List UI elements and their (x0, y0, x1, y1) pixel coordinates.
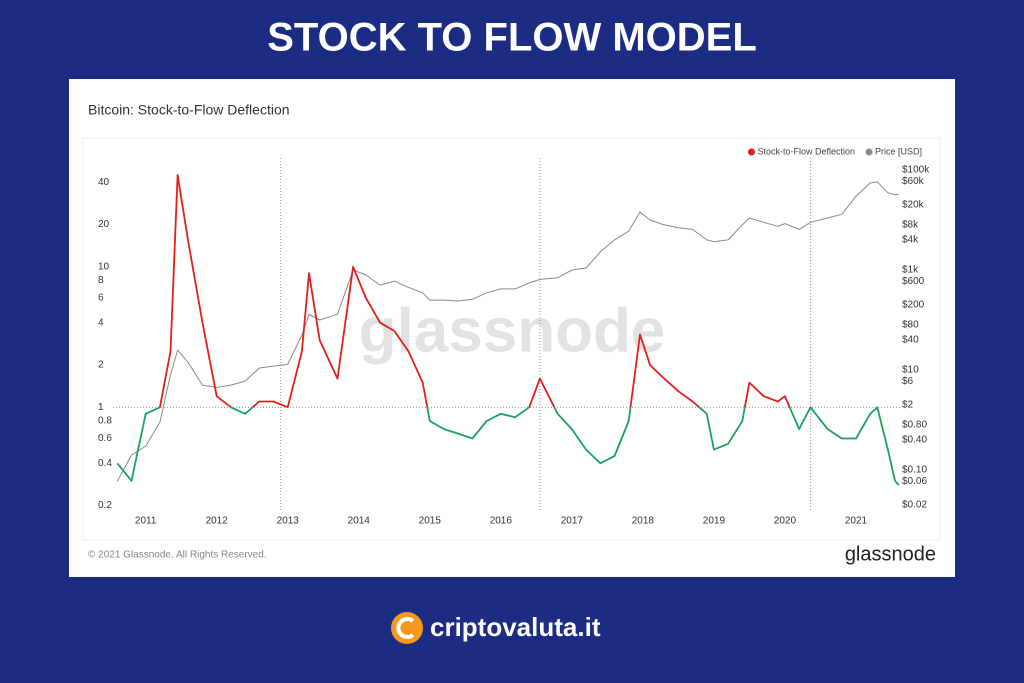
y2-tick-label: $200 (902, 300, 925, 311)
series-line (116, 181, 899, 482)
site-icon (391, 612, 423, 644)
y2-tick-label: $0.10 (902, 465, 927, 476)
x-tick-label: 2020 (774, 516, 797, 527)
y2-tick-label: $60k (902, 176, 925, 187)
y2-tick-label: $1k (902, 265, 919, 276)
y-tick-label: 2 (98, 360, 104, 371)
copyright: © 2021 Glassnode. All Rights Reserved. (88, 550, 267, 561)
watermark: glassnode (359, 296, 666, 365)
legend-label: Price [USD] (875, 146, 922, 156)
y2-tick-label: $6 (902, 376, 914, 387)
series-line-above (157, 174, 879, 408)
y-tick-label: 40 (98, 177, 110, 188)
y-tick-label: 6 (98, 293, 104, 304)
x-tick-label: 2019 (703, 516, 726, 527)
y2-tick-label: $2 (902, 400, 914, 411)
site-icon-shape (396, 617, 415, 639)
y2-tick-label: $20k (902, 200, 925, 211)
y-tick-label: 0.4 (98, 458, 112, 469)
series-line-below (116, 407, 900, 486)
y-tick-label: 0.8 (98, 416, 112, 427)
x-tick-label: 2018 (632, 516, 655, 527)
x-tick-label: 2012 (206, 516, 229, 527)
y2-tick-label: $0.06 (902, 476, 927, 487)
x-tick-label: 2013 (277, 516, 300, 527)
y-tick-label: 0.6 (98, 433, 112, 444)
card (69, 79, 955, 577)
legend-label: Stock-to-Flow Deflection (757, 146, 855, 156)
y-tick-label: 8 (98, 275, 104, 286)
y2-tick-label: $0.02 (902, 500, 927, 511)
y-tick-label: 10 (98, 261, 110, 272)
legend-marker (747, 148, 755, 156)
y2-tick-label: $10 (902, 365, 919, 376)
y2-tick-label: $0.80 (902, 420, 927, 431)
site-name: criptovaluta.it (430, 612, 601, 642)
y-tick-label: 4 (98, 317, 104, 328)
y2-tick-label: $40 (902, 335, 919, 346)
y2-tick-label: $4k (902, 235, 919, 246)
y-tick-label: 1 (98, 402, 104, 413)
y2-tick-label: $8k (902, 220, 919, 231)
x-tick-label: 2017 (561, 516, 584, 527)
x-tick-label: 2021 (845, 516, 868, 527)
y2-tick-label: $80 (902, 320, 919, 331)
y2-tick-label: $600 (902, 276, 925, 287)
plot-frame (82, 137, 941, 541)
brand-logo: glassnode (845, 543, 936, 565)
y2-tick-label: $100k (902, 165, 930, 176)
y2-tick-label: $0.40 (902, 435, 927, 446)
x-tick-label: 2015 (419, 516, 442, 527)
header: STOCK TO FLOW MODEL (267, 16, 757, 60)
x-tick-label: 2016 (490, 516, 513, 527)
y-tick-label: 0.2 (98, 500, 112, 511)
x-tick-label: 2014 (348, 516, 371, 527)
chart-title: Bitcoin: Stock-to-Flow Deflection (88, 102, 290, 118)
x-tick-label: 2011 (135, 516, 157, 527)
y-tick-label: 20 (98, 219, 110, 230)
legend-marker (865, 148, 873, 156)
